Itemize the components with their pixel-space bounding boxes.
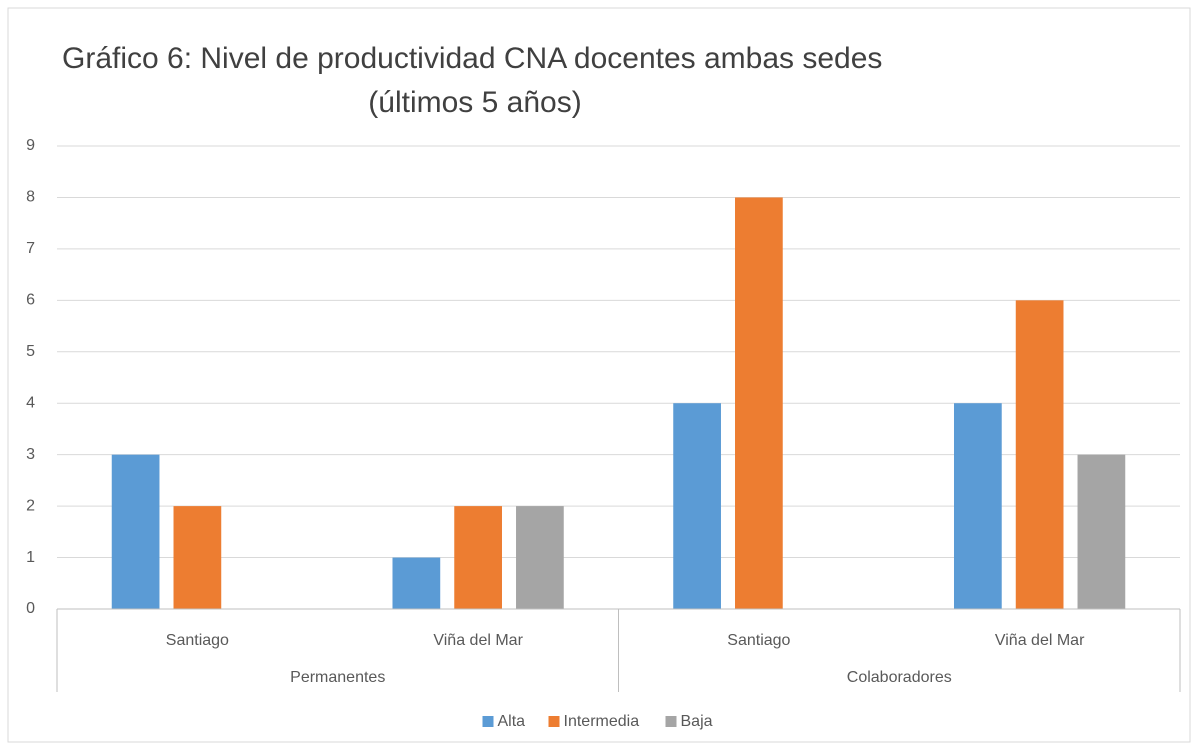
chart-title: Gráfico 6: Nivel de productividad CNA do… <box>62 42 882 75</box>
legend-swatch <box>665 716 677 727</box>
group-label: Permanentes <box>290 669 385 686</box>
legend-swatch <box>548 716 560 727</box>
bar <box>111 454 160 609</box>
y-tick-label: 6 <box>26 292 35 309</box>
bar <box>392 557 441 609</box>
y-tick-label: 7 <box>26 240 35 257</box>
bar <box>1015 300 1064 609</box>
group-label: Colaboradores <box>847 669 952 686</box>
y-tick-label: 9 <box>26 137 35 154</box>
bar <box>454 506 502 609</box>
legend-label: Intermedia <box>564 713 640 730</box>
y-tick-label: 0 <box>26 600 35 617</box>
y-tick-label: 5 <box>26 343 35 360</box>
y-tick-label: 1 <box>26 549 35 566</box>
bar <box>516 506 564 609</box>
x-tick-label: Viña del Mar <box>995 632 1085 649</box>
legend-label: Alta <box>498 713 526 730</box>
bar <box>735 197 783 609</box>
y-tick-label: 8 <box>26 189 35 206</box>
y-tick-label: 2 <box>26 497 35 514</box>
x-tick-label: Santiago <box>727 632 790 649</box>
x-tick-label: Santiago <box>166 632 229 649</box>
chart-subtitle: (últimos 5 años) <box>368 86 581 119</box>
y-tick-label: 3 <box>26 446 35 463</box>
bar <box>673 403 721 609</box>
chart-border <box>7 7 1191 743</box>
x-tick-label: Viña del Mar <box>433 632 523 649</box>
legend-label: Baja <box>681 713 713 730</box>
legend-swatch <box>482 716 494 727</box>
bar <box>1077 454 1126 609</box>
y-tick-label: 4 <box>26 394 35 411</box>
bar <box>173 506 222 609</box>
bar <box>953 403 1002 609</box>
